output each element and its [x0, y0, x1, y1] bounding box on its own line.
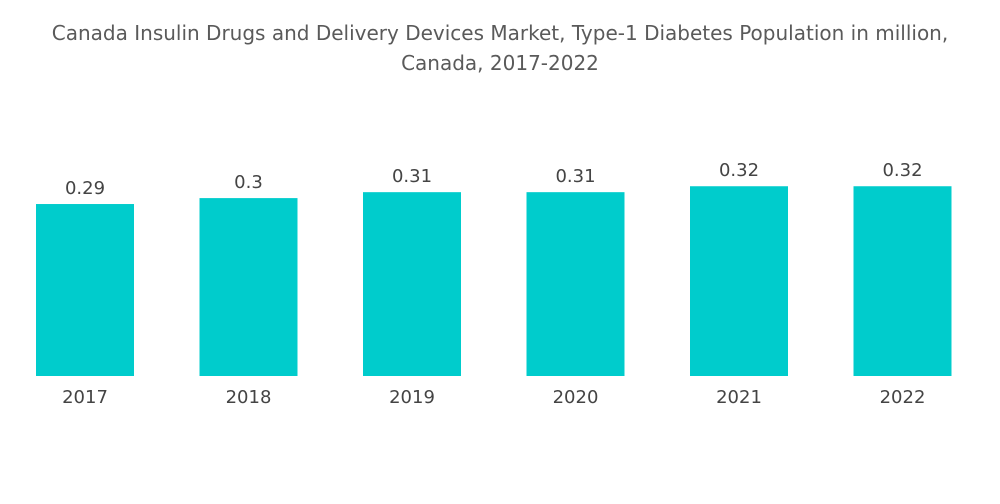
bar-2018	[199, 198, 298, 376]
chart-title-line-1: Canada Insulin Drugs and Delivery Device…	[51, 21, 949, 45]
bar-2021	[690, 186, 788, 376]
chart-title-line-2: Canada, 2017-2022	[401, 51, 599, 75]
chart-title: Canada Insulin Drugs and Delivery Device…	[0, 18, 1000, 78]
x-tick-label-2022: 2022	[880, 387, 926, 408]
value-labels-group: 0.29 0.3 0.31 0.31 0.32 0.32	[65, 160, 923, 199]
x-tick-label-2017: 2017	[62, 387, 108, 408]
value-label-2017: 0.29	[65, 178, 105, 199]
bar-2017	[36, 204, 134, 376]
bar-2022	[853, 186, 952, 376]
value-label-2020: 0.31	[555, 166, 595, 187]
x-tick-label-2021: 2021	[716, 387, 762, 408]
value-label-2021: 0.32	[719, 160, 759, 181]
x-tick-label-2020: 2020	[553, 387, 599, 408]
value-label-2018: 0.3	[234, 172, 263, 193]
bar-2019	[363, 192, 461, 376]
bars-group	[36, 186, 952, 376]
value-label-2019: 0.31	[392, 166, 432, 187]
x-axis-tick-labels: 2017 2018 2019 2020 2021 2022	[62, 387, 925, 408]
value-label-2022: 0.32	[882, 160, 922, 181]
x-tick-label-2019: 2019	[389, 387, 435, 408]
bar-2020	[526, 192, 625, 376]
x-tick-label-2018: 2018	[226, 387, 272, 408]
